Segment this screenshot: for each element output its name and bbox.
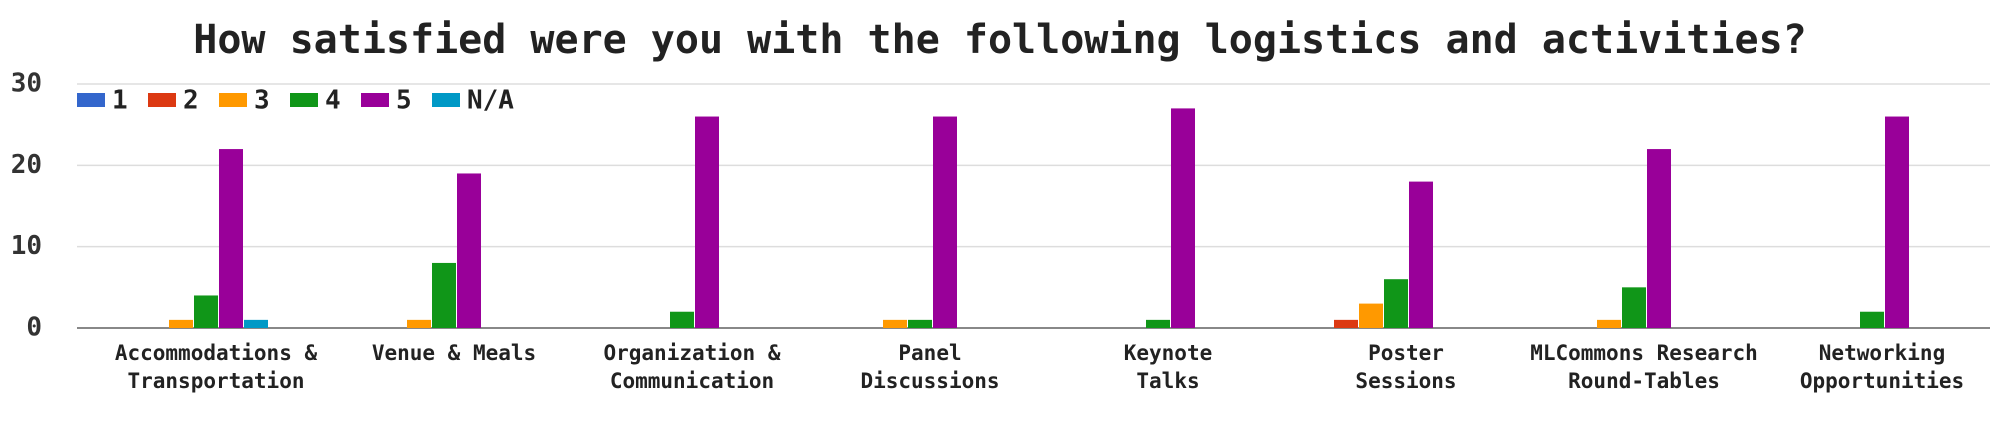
chart-title: How satisfied were you with the followin… xyxy=(193,17,1807,63)
x-tick-label: Keynote Talks xyxy=(1124,341,1213,393)
x-tick-line: Sessions xyxy=(1355,369,1456,393)
bar xyxy=(244,319,268,328)
bar xyxy=(1334,319,1358,328)
x-tick-label: Panel Discussions xyxy=(860,341,999,393)
x-tick-label: Networking Opportunities xyxy=(1800,341,1964,393)
bar xyxy=(169,319,193,328)
x-tick-line: Round-Tables xyxy=(1568,369,1720,393)
bar xyxy=(1622,287,1646,328)
bar xyxy=(1146,319,1170,328)
bar xyxy=(1359,303,1383,328)
y-tick-label: 10 xyxy=(11,231,42,261)
bar xyxy=(219,149,243,328)
bar xyxy=(670,311,694,328)
x-tick-label: Accommodations & Transportation xyxy=(115,341,318,393)
bar xyxy=(1597,319,1621,328)
bar xyxy=(695,116,719,329)
bar xyxy=(1647,149,1671,328)
bar xyxy=(908,319,932,328)
x-tick-line: Networking xyxy=(1819,341,1945,365)
y-tick-label: 20 xyxy=(11,150,42,180)
legend-swatch xyxy=(77,93,105,107)
x-tick-line: Panel xyxy=(898,341,961,365)
legend-label: 4 xyxy=(325,86,341,116)
x-tick-line: Communication xyxy=(610,369,774,393)
legend-swatch xyxy=(361,93,389,107)
legend-label: 2 xyxy=(183,86,199,116)
legend-swatch xyxy=(290,93,318,107)
x-tick-line: Accommodations & xyxy=(115,341,318,365)
x-tick-label: Organization & Communication xyxy=(603,341,780,393)
y-tick-label: 0 xyxy=(26,313,42,343)
x-tick-line: Opportunities xyxy=(1800,369,1964,393)
bar xyxy=(432,262,456,328)
legend-swatch xyxy=(432,93,460,107)
legend-label: 1 xyxy=(112,86,128,116)
bar xyxy=(1885,116,1909,329)
bar xyxy=(1171,108,1195,329)
legend-label: 3 xyxy=(254,86,270,116)
legend-label: 5 xyxy=(396,86,412,116)
x-tick-line: Talks xyxy=(1136,369,1199,393)
x-tick-line: Transportation xyxy=(127,369,304,393)
x-tick-line: Venue & Meals xyxy=(372,341,536,365)
bar xyxy=(407,319,431,328)
legend-swatch xyxy=(219,93,247,107)
legend-swatch xyxy=(148,93,176,107)
bar xyxy=(194,295,218,328)
bar xyxy=(933,116,957,329)
bar xyxy=(1384,279,1408,328)
x-tick-label: Venue & Meals xyxy=(372,341,536,365)
bar xyxy=(1860,311,1884,328)
legend-label: N/A xyxy=(467,86,514,116)
bar xyxy=(1409,181,1433,328)
x-tick-line: Organization & xyxy=(603,341,780,365)
x-tick-line: Poster xyxy=(1368,341,1444,365)
x-tick-line: MLCommons Research xyxy=(1530,341,1758,365)
y-tick-label: 30 xyxy=(11,69,42,99)
x-tick-label: Poster Sessions xyxy=(1355,341,1456,393)
x-tick-line: Keynote xyxy=(1124,341,1213,365)
x-tick-label: MLCommons Research Round-Tables xyxy=(1530,341,1758,393)
bar xyxy=(883,319,907,328)
bar xyxy=(457,173,481,328)
x-tick-line: Discussions xyxy=(860,369,999,393)
